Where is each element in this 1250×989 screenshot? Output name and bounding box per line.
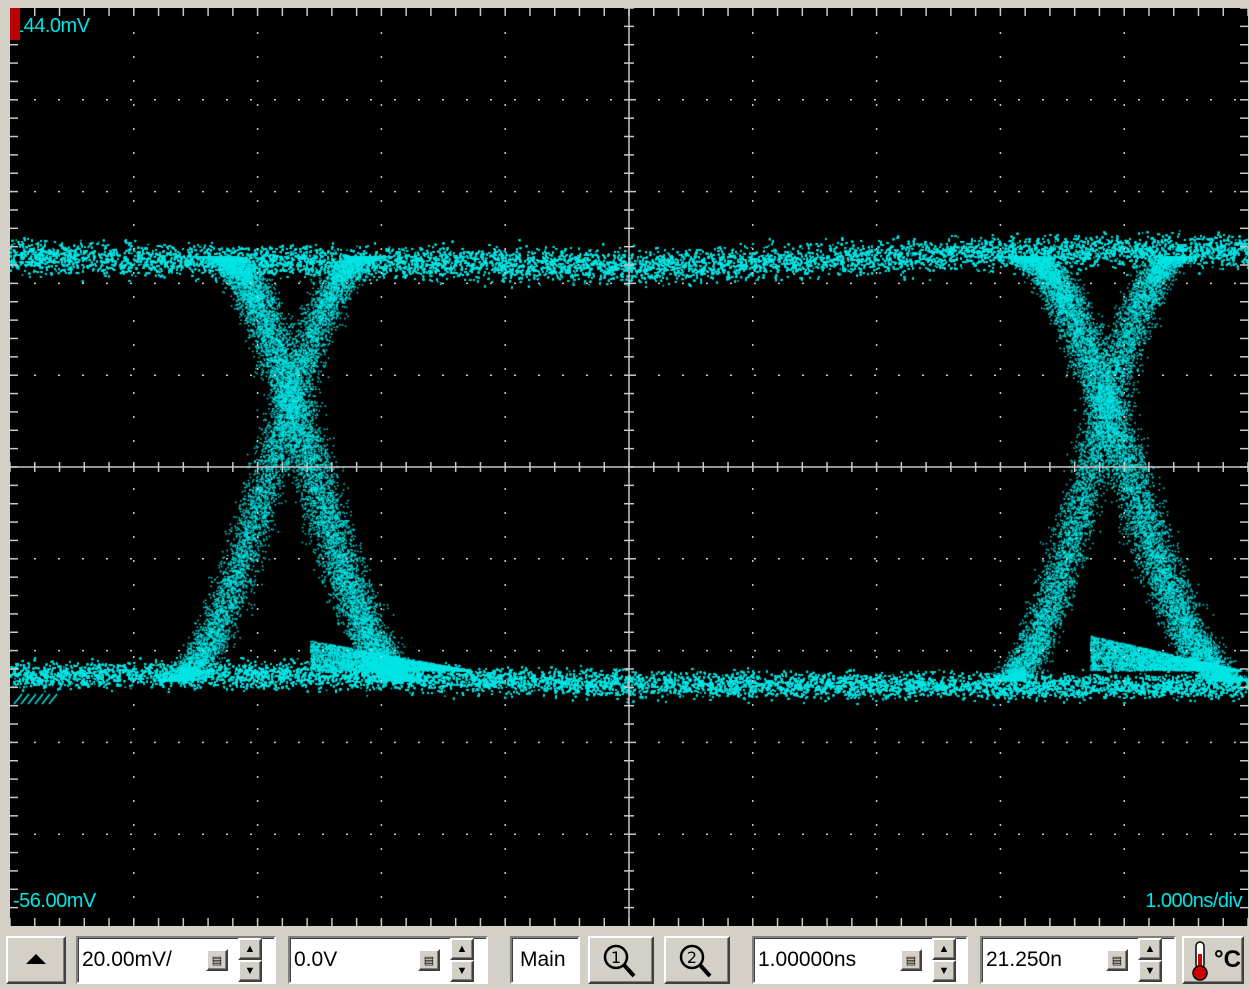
scope-screen[interactable]: 144.0mV -56.00mV 1.000ns/div	[10, 8, 1248, 926]
zoom-2-icon: 2	[679, 944, 712, 978]
spin-up-button[interactable]: ▲	[450, 938, 474, 960]
zoom-1-icon: 1	[603, 944, 636, 978]
time-per-div-value: 1.00000ns	[758, 948, 857, 971]
temperature-button[interactable]: °C	[1182, 936, 1244, 984]
spin-up-button[interactable]: ▲	[1138, 938, 1162, 960]
time-spinner[interactable]: ▲ ▼	[932, 938, 956, 982]
zoom-2-button[interactable]: 2	[664, 936, 730, 984]
zoom-1-button[interactable]: 1	[588, 936, 654, 984]
spin-up-button[interactable]: ▲	[932, 938, 956, 960]
delay-spinner[interactable]: ▲ ▼	[1138, 938, 1162, 982]
volts-per-div-value: 20.00mV/	[82, 948, 172, 971]
offset-spinner[interactable]: ▲ ▼	[450, 938, 474, 982]
up-arrow-icon	[26, 954, 46, 964]
y-top-label: 144.0mV	[13, 15, 90, 37]
thermometer-icon	[1192, 941, 1208, 981]
svg-text:1: 1	[611, 948, 621, 967]
spin-down-button[interactable]: ▼	[1138, 960, 1162, 982]
spin-down-button[interactable]: ▼	[450, 960, 474, 982]
control-toolbar: 20.00mV/ ▤ ▲ ▼ 0.0V ▤ ▲ ▼ Main 1 2	[0, 932, 1250, 989]
offset-field[interactable]: 0.0V ▤ ▲ ▼	[288, 936, 488, 984]
channel-marker	[10, 8, 20, 40]
y-bottom-label: -56.00mV	[13, 890, 96, 912]
spin-down-button[interactable]: ▼	[238, 960, 262, 982]
delay-field[interactable]: 21.250n ▤ ▲ ▼	[980, 936, 1176, 984]
timebase-label: 1.000ns/div	[1145, 890, 1242, 912]
keypad-icon[interactable]: ▤	[206, 949, 228, 971]
time-per-div-field[interactable]: 1.00000ns ▤ ▲ ▼	[752, 936, 968, 984]
scroll-up-button[interactable]	[6, 936, 66, 984]
svg-text:2: 2	[687, 948, 697, 967]
keypad-icon[interactable]: ▤	[418, 949, 440, 971]
main-label: Main	[520, 948, 566, 971]
keypad-icon[interactable]: ▤	[900, 949, 922, 971]
temp-unit: °C	[1214, 946, 1241, 973]
volts-per-div-field[interactable]: 20.00mV/ ▤ ▲ ▼	[76, 936, 276, 984]
main-timebase-button[interactable]: Main	[510, 936, 580, 984]
spin-up-button[interactable]: ▲	[238, 938, 262, 960]
graticule	[10, 8, 1248, 926]
volts-spinner[interactable]: ▲ ▼	[238, 938, 262, 982]
keypad-icon[interactable]: ▤	[1106, 949, 1128, 971]
spin-down-button[interactable]: ▼	[932, 960, 956, 982]
offset-value: 0.0V	[294, 948, 338, 971]
oscilloscope-display: 144.0mV -56.00mV 1.000ns/div	[10, 8, 1248, 926]
delay-value: 21.250n	[986, 948, 1062, 971]
